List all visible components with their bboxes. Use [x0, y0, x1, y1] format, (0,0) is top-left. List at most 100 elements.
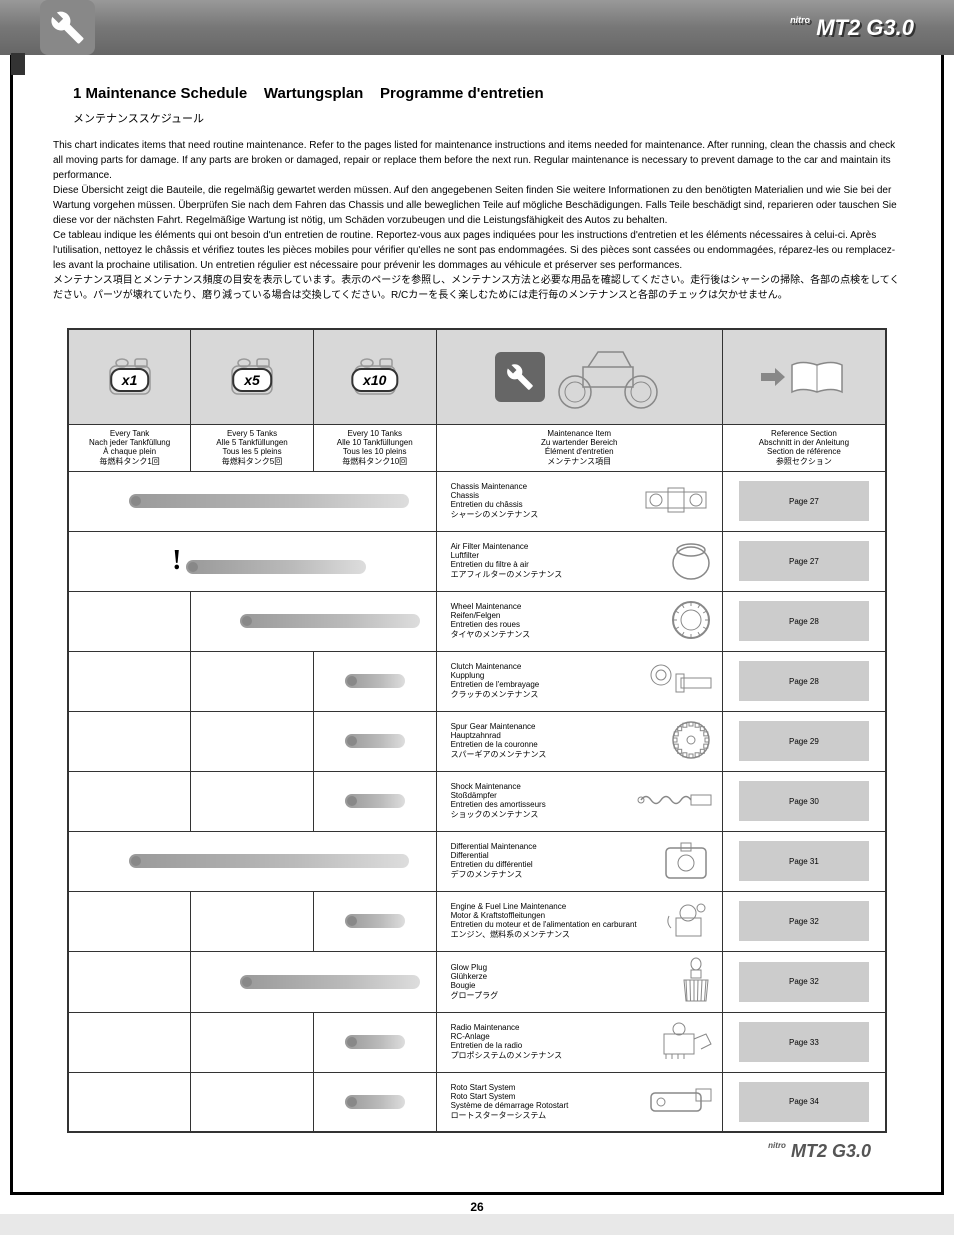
item-illustration — [646, 660, 716, 702]
item-cell: Differential Maintenance Differential En… — [436, 831, 722, 891]
x5-badge: x5 — [232, 368, 272, 392]
ref-box: Page 28 — [739, 601, 869, 641]
ref-cell: Page 30 — [722, 771, 886, 831]
schedule-cell — [313, 651, 436, 711]
wrench-icon — [50, 10, 85, 45]
item-cell: Engine & Fuel Line Maintenance Motor & K… — [436, 891, 722, 951]
empty-cell — [191, 1012, 314, 1072]
ref-box: Page 32 — [739, 901, 869, 941]
schedule-pill — [186, 560, 366, 574]
item-cell: Chassis Maintenance Chassis Entretien du… — [436, 471, 722, 531]
item-text: Wheel Maintenance Reifen/Felgen Entretie… — [443, 602, 666, 640]
item-text: Engine & Fuel Line Maintenance Motor & K… — [443, 902, 661, 940]
ref-cell: Page 31 — [722, 831, 886, 891]
item-cell: Air Filter Maintenance Luftfilter Entret… — [436, 531, 722, 591]
table-row: Glow Plug Glühkerze Bougie グロープラグ Page 3… — [68, 951, 886, 1012]
header-logo: nitro MT2 G3.0 — [790, 15, 914, 41]
header-x5: x5 — [191, 329, 314, 424]
section-title: 1 Maintenance Schedule Wartungsplan Prog… — [53, 85, 901, 102]
item-text: Radio Maintenance RC-Anlage Entretien de… — [443, 1023, 656, 1061]
schedule-cell — [313, 891, 436, 951]
schedule-pill — [345, 1035, 405, 1049]
empty-cell — [68, 591, 191, 651]
item-text: Roto Start System Roto Start System Syst… — [443, 1083, 646, 1121]
table-row: Engine & Fuel Line Maintenance Motor & K… — [68, 891, 886, 951]
intro-fr: Ce tableau indique les éléments qui ont … — [53, 228, 901, 273]
ref-box: Page 29 — [739, 721, 869, 761]
empty-cell — [191, 771, 314, 831]
item-illustration — [636, 785, 716, 817]
x10-badge: x10 — [351, 368, 398, 392]
x1-labels: Every Tank Nach jeder Tankfüllung À chaq… — [68, 424, 191, 471]
schedule-pill — [345, 794, 405, 808]
ref-box: Page 27 — [739, 541, 869, 581]
table-row: Wheel Maintenance Reifen/Felgen Entretie… — [68, 591, 886, 651]
ref-box: Page 34 — [739, 1082, 869, 1122]
ref-box: Page 30 — [739, 781, 869, 821]
empty-cell — [68, 771, 191, 831]
item-text: Differential Maintenance Differential En… — [443, 842, 656, 880]
item-cell: Shock Maintenance Stoßdämpfer Entretien … — [436, 771, 722, 831]
item-illustration — [666, 718, 716, 765]
empty-cell — [68, 1012, 191, 1072]
section-title-jp: メンテナンススケジュール — [53, 110, 901, 126]
ref-cell: Page 33 — [722, 1012, 886, 1072]
intro-text: This chart indicates items that need rou… — [53, 138, 901, 303]
item-text: Glow Plug Glühkerze Bougie グロープラグ — [443, 963, 676, 1001]
empty-cell — [68, 951, 191, 1012]
logo-prefix: nitro — [790, 15, 810, 25]
ref-cell: Page 28 — [722, 651, 886, 711]
page-container: nitro MT2 G3.0 1 Maintenance Schedule Wa… — [0, 0, 954, 1214]
table-row: Differential Maintenance Differential En… — [68, 831, 886, 891]
ref-cell: Page 27 — [722, 531, 886, 591]
item-illustration — [666, 538, 716, 585]
table-row: ! Air Filter Maintenance Luftfilter Entr… — [68, 531, 886, 591]
x1-badge: x1 — [110, 368, 150, 392]
schedule-pill — [129, 494, 409, 508]
x10-labels: Every 10 Tanks Alle 10 Tankfüllungen Tou… — [313, 424, 436, 471]
schedule-cell: ! — [68, 531, 436, 591]
x5-labels: Every 5 Tanks Alle 5 Tankfüllungen Tous … — [191, 424, 314, 471]
ref-box: Page 32 — [739, 962, 869, 1002]
ref-cell: Page 32 — [722, 951, 886, 1012]
schedule-cell — [68, 471, 436, 531]
item-illustration — [636, 480, 716, 522]
table-row: Radio Maintenance RC-Anlage Entretien de… — [68, 1012, 886, 1072]
header-ref — [722, 329, 886, 424]
schedule-pill — [345, 734, 405, 748]
truck-icon — [553, 342, 663, 412]
item-cell: Wheel Maintenance Reifen/Felgen Entretie… — [436, 591, 722, 651]
empty-cell — [68, 891, 191, 951]
schedule-cell — [68, 831, 436, 891]
ref-cell: Page 28 — [722, 591, 886, 651]
header-bar: nitro MT2 G3.0 — [0, 0, 954, 55]
exclamation-icon: ! — [172, 545, 181, 576]
section-tab — [11, 53, 25, 75]
empty-cell — [191, 651, 314, 711]
wrench-icon-small — [495, 352, 545, 402]
schedule-cell — [313, 1012, 436, 1072]
ref-box: Page 33 — [739, 1022, 869, 1062]
item-illustration — [666, 598, 716, 645]
table-header-row: x1 x5 x10 — [68, 329, 886, 424]
ref-cell: Page 29 — [722, 711, 886, 771]
schedule-cell — [313, 711, 436, 771]
table-row: Clutch Maintenance Kupplung Entretien de… — [68, 651, 886, 711]
item-cell: Radio Maintenance RC-Anlage Entretien de… — [436, 1012, 722, 1072]
logo-text: MT2 G3.0 — [816, 15, 914, 40]
schedule-pill — [345, 674, 405, 688]
empty-cell — [68, 711, 191, 771]
ref-box: Page 31 — [739, 841, 869, 881]
item-illustration — [676, 956, 716, 1008]
book-icon — [787, 357, 847, 397]
schedule-pill — [129, 854, 409, 868]
empty-cell — [191, 891, 314, 951]
schedule-pill — [345, 914, 405, 928]
ref-labels: Reference Section Abschnitt in der Anlei… — [722, 424, 886, 471]
footer-logo: nitro MT2 G3.0 — [53, 1141, 901, 1162]
content-area: 1 Maintenance Schedule Wartungsplan Prog… — [10, 55, 944, 1195]
item-cell: Glow Plug Glühkerze Bougie グロープラグ — [436, 951, 722, 1012]
header-x10: x10 — [313, 329, 436, 424]
table-row: Spur Gear Maintenance Hauptzahnrad Entre… — [68, 711, 886, 771]
schedule-cell — [191, 591, 436, 651]
